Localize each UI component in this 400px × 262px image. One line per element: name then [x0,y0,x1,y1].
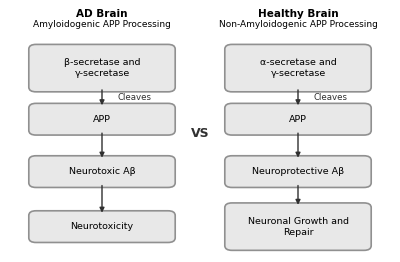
Text: AD Brain: AD Brain [76,9,128,19]
Text: Neurotoxicity: Neurotoxicity [70,222,134,231]
Text: VS: VS [191,127,209,140]
FancyBboxPatch shape [29,103,175,135]
Text: Neurotoxic Aβ: Neurotoxic Aβ [69,167,135,176]
FancyBboxPatch shape [225,44,371,92]
Text: Non-Amyloidogenic APP Processing: Non-Amyloidogenic APP Processing [218,20,378,29]
FancyBboxPatch shape [29,44,175,92]
FancyBboxPatch shape [225,203,371,250]
Text: Neuroprotective Aβ: Neuroprotective Aβ [252,167,344,176]
Text: Cleaves: Cleaves [314,93,348,102]
FancyBboxPatch shape [225,103,371,135]
FancyBboxPatch shape [29,211,175,243]
Text: β-secretase and
γ-secretase: β-secretase and γ-secretase [64,58,140,78]
FancyBboxPatch shape [29,156,175,188]
Text: Neuronal Growth and
Repair: Neuronal Growth and Repair [248,217,348,237]
Text: Cleaves: Cleaves [118,93,152,102]
FancyBboxPatch shape [225,156,371,188]
Text: Healthy Brain: Healthy Brain [258,9,338,19]
Text: APP: APP [93,115,111,124]
Text: Amyloidogenic APP Processing: Amyloidogenic APP Processing [33,20,171,29]
Text: APP: APP [289,115,307,124]
Text: α-secretase and
γ-secretase: α-secretase and γ-secretase [260,58,336,78]
